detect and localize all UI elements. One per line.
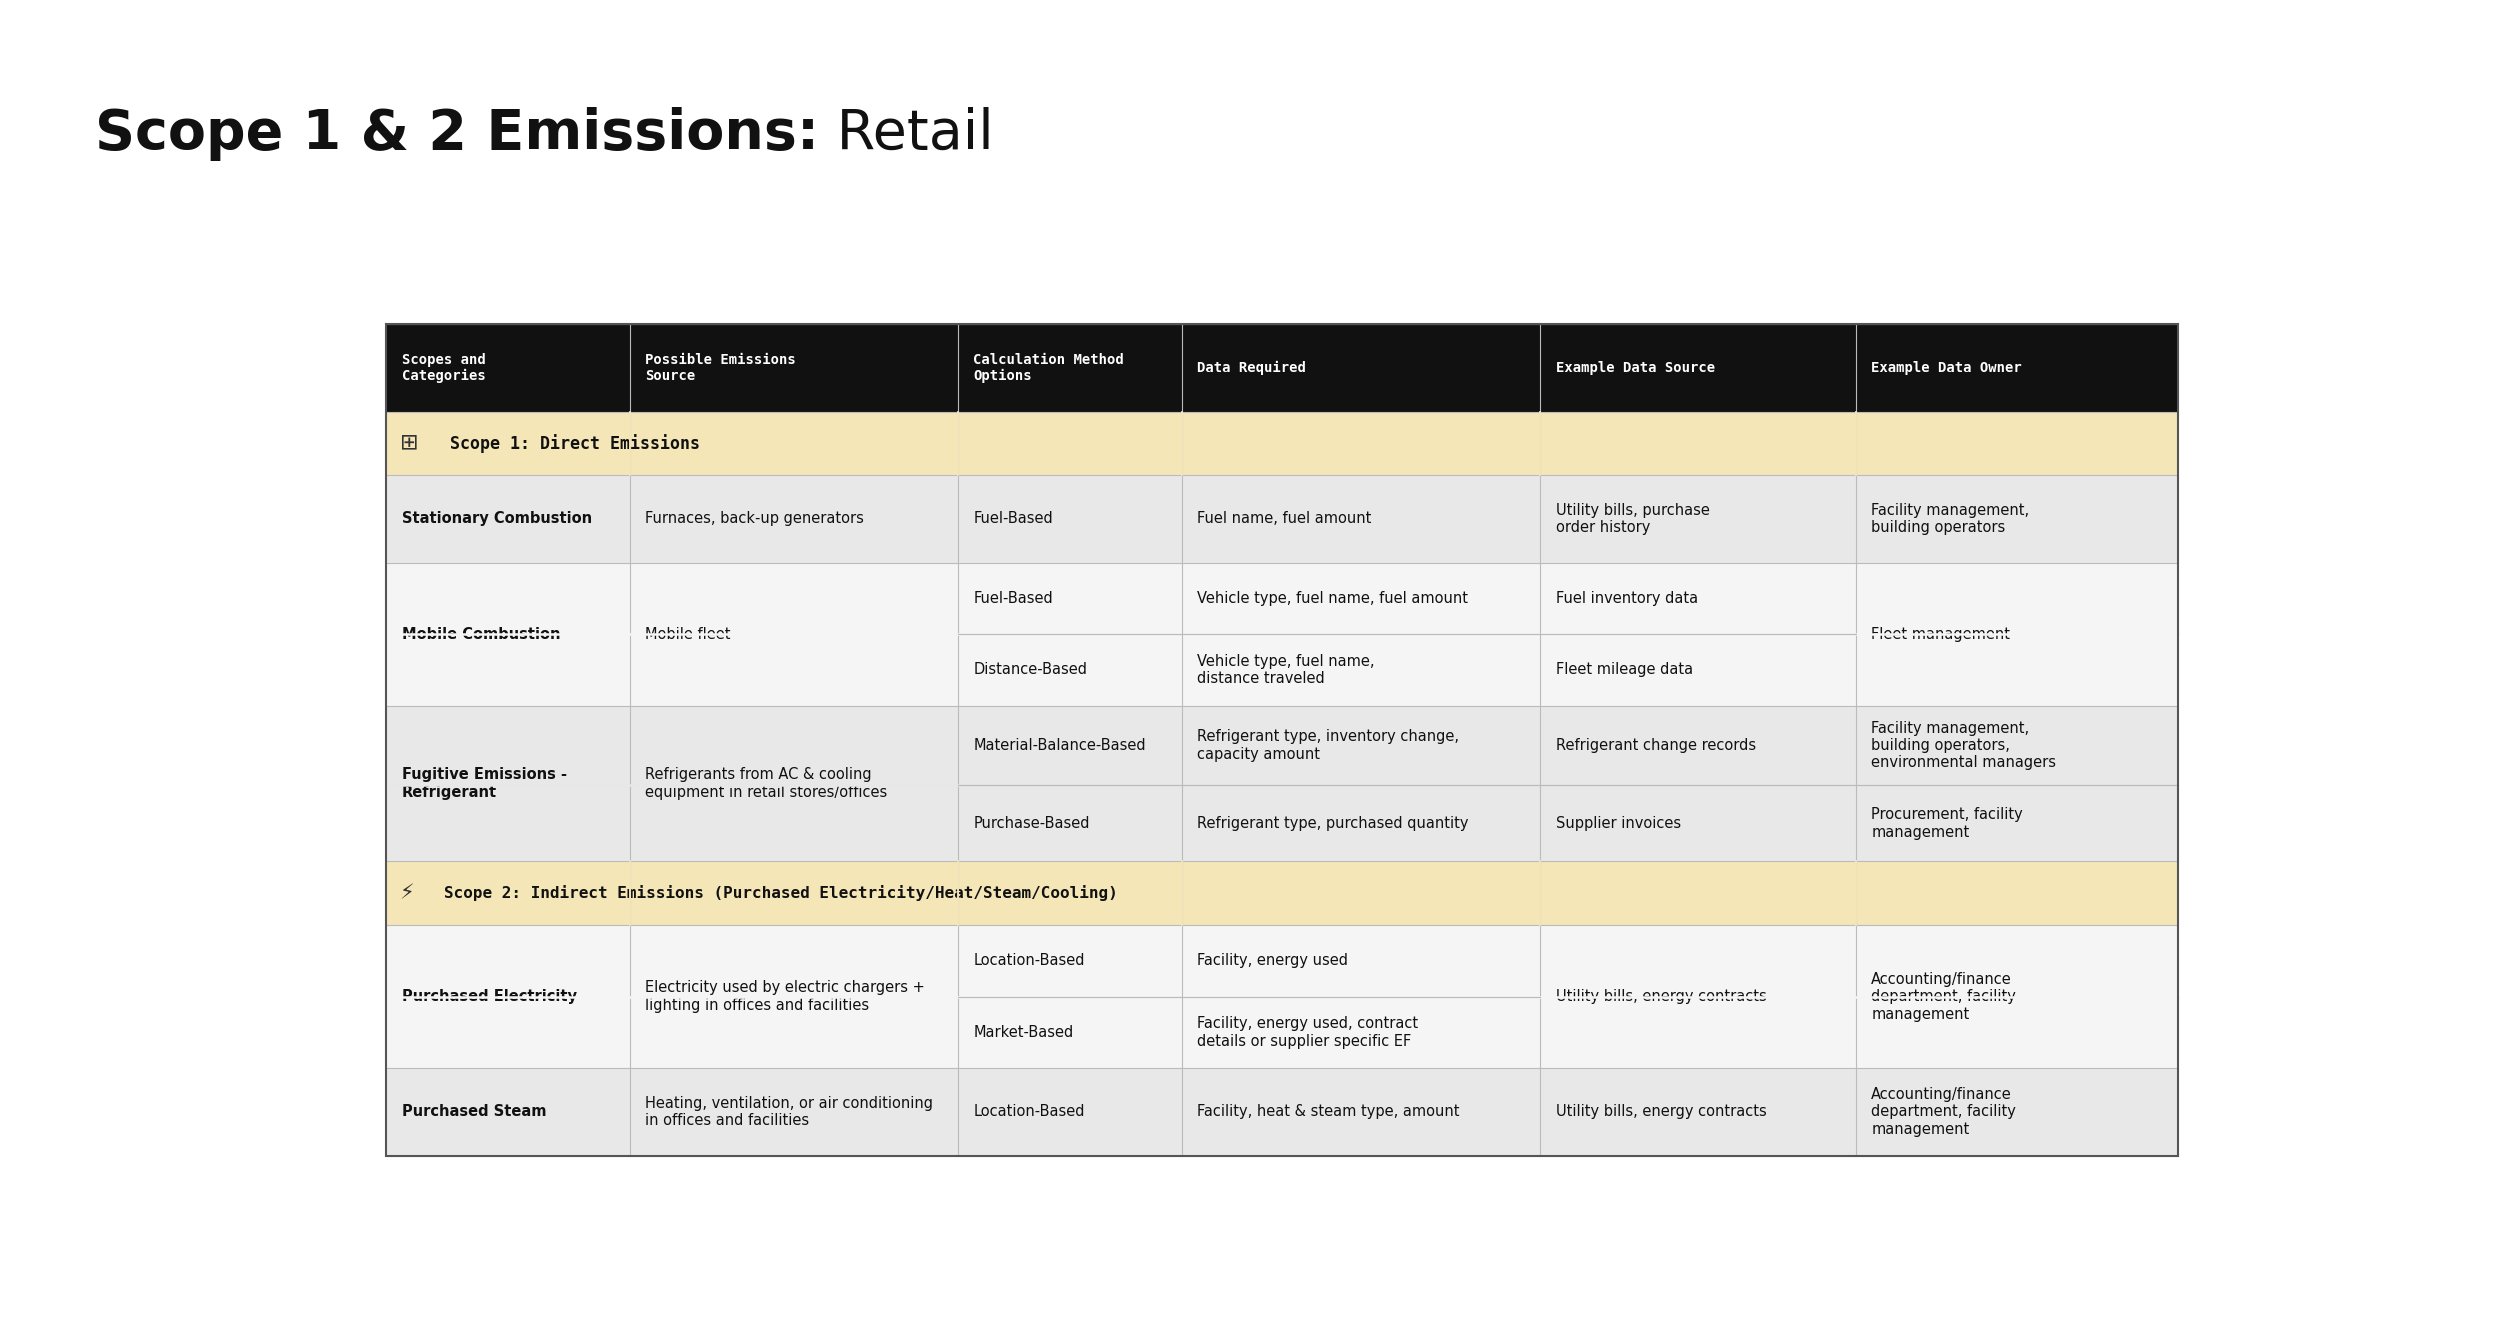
Text: Refrigerant type, inventory change,
capacity amount: Refrigerant type, inventory change, capa… — [1198, 729, 1460, 761]
Bar — [385, 324, 2178, 1156]
Text: Facility, energy used: Facility, energy used — [1198, 953, 1348, 968]
Text: Purchased Steam: Purchased Steam — [402, 1104, 545, 1120]
Text: Example Data Source: Example Data Source — [1555, 361, 1715, 375]
Text: Possible Emissions
Source: Possible Emissions Source — [645, 353, 795, 383]
Text: Purchase-Based: Purchase-Based — [972, 816, 1090, 830]
Text: Refrigerant type, purchased quantity: Refrigerant type, purchased quantity — [1198, 816, 1470, 830]
Text: Vehicle type, fuel name,
distance traveled: Vehicle type, fuel name, distance travel… — [1198, 653, 1375, 686]
Text: Scope 2: Indirect Emissions (Purchased Electricity/Heat/Steam/Cooling): Scope 2: Indirect Emissions (Purchased E… — [445, 885, 1118, 901]
Bar — [385, 1068, 2178, 1156]
Text: Scope 1: Direct Emissions: Scope 1: Direct Emissions — [450, 435, 700, 453]
Text: Location-Based: Location-Based — [972, 1104, 1085, 1120]
Text: Calculation Method
Options: Calculation Method Options — [972, 353, 1125, 383]
Text: Fleet management: Fleet management — [1870, 627, 2010, 641]
Text: Fleet mileage data: Fleet mileage data — [1555, 663, 1692, 677]
Bar — [385, 563, 2178, 705]
Bar — [385, 861, 2178, 925]
Bar — [385, 705, 2178, 861]
Text: Location-Based: Location-Based — [972, 953, 1085, 968]
Text: Facility, heat & steam type, amount: Facility, heat & steam type, amount — [1198, 1104, 1460, 1120]
Text: Utility bills, energy contracts: Utility bills, energy contracts — [1555, 1104, 1768, 1120]
Text: Electricity used by electric chargers +
lighting in offices and facilities: Electricity used by electric chargers + … — [645, 980, 925, 1013]
Text: Data Required: Data Required — [1198, 361, 1305, 375]
Bar — [385, 475, 2178, 563]
Text: Facility management,
building operators: Facility management, building operators — [1870, 503, 2030, 535]
Text: Fugitive Emissions -
Refrigerant: Fugitive Emissions - Refrigerant — [402, 768, 568, 800]
Text: Mobile Combustion: Mobile Combustion — [402, 627, 560, 641]
Text: Example Data Owner: Example Data Owner — [1870, 361, 2023, 375]
Text: Procurement, facility
management: Procurement, facility management — [1870, 808, 2023, 840]
Text: Retail: Retail — [820, 107, 995, 161]
Bar — [385, 412, 2178, 475]
Bar — [385, 925, 2178, 1068]
Text: Fuel-Based: Fuel-Based — [972, 591, 1052, 607]
Text: Facility management,
building operators,
environmental managers: Facility management, building operators,… — [1870, 721, 2055, 770]
Text: Fuel name, fuel amount: Fuel name, fuel amount — [1198, 512, 1373, 527]
Text: Material-Balance-Based: Material-Balance-Based — [972, 738, 1145, 753]
Text: ⚡: ⚡ — [400, 884, 415, 904]
Text: Utility bills, purchase
order history: Utility bills, purchase order history — [1555, 503, 1710, 535]
Text: Heating, ventilation, or air conditioning
in offices and facilities: Heating, ventilation, or air conditionin… — [645, 1096, 932, 1128]
Text: Purchased Electricity: Purchased Electricity — [402, 989, 578, 1004]
Text: ⊞: ⊞ — [400, 433, 418, 453]
Text: Refrigerant change records: Refrigerant change records — [1555, 738, 1755, 753]
Text: Stationary Combustion: Stationary Combustion — [402, 512, 592, 527]
Text: Mobile fleet: Mobile fleet — [645, 627, 730, 641]
Bar — [385, 324, 2178, 412]
Text: Accounting/finance
department, facility
management: Accounting/finance department, facility … — [1870, 1086, 2015, 1137]
Text: Fuel-Based: Fuel-Based — [972, 512, 1052, 527]
Text: Vehicle type, fuel name, fuel amount: Vehicle type, fuel name, fuel amount — [1198, 591, 1468, 607]
Text: Refrigerants from AC & cooling
equipment in retail stores/offices: Refrigerants from AC & cooling equipment… — [645, 768, 888, 800]
Text: Furnaces, back-up generators: Furnaces, back-up generators — [645, 512, 865, 527]
Text: Supplier invoices: Supplier invoices — [1555, 816, 1680, 830]
Text: Facility, energy used, contract
details or supplier specific EF: Facility, energy used, contract details … — [1198, 1016, 1418, 1049]
Text: Fuel inventory data: Fuel inventory data — [1555, 591, 1698, 607]
Text: Utility bills, energy contracts: Utility bills, energy contracts — [1555, 989, 1768, 1004]
Text: Scopes and
Categories: Scopes and Categories — [402, 353, 485, 383]
Text: Scope 1 & 2 Emissions:: Scope 1 & 2 Emissions: — [95, 107, 820, 161]
Text: Market-Based: Market-Based — [972, 1025, 1072, 1040]
Text: Distance-Based: Distance-Based — [972, 663, 1088, 677]
Text: Accounting/finance
department, facility
management: Accounting/finance department, facility … — [1870, 972, 2015, 1021]
